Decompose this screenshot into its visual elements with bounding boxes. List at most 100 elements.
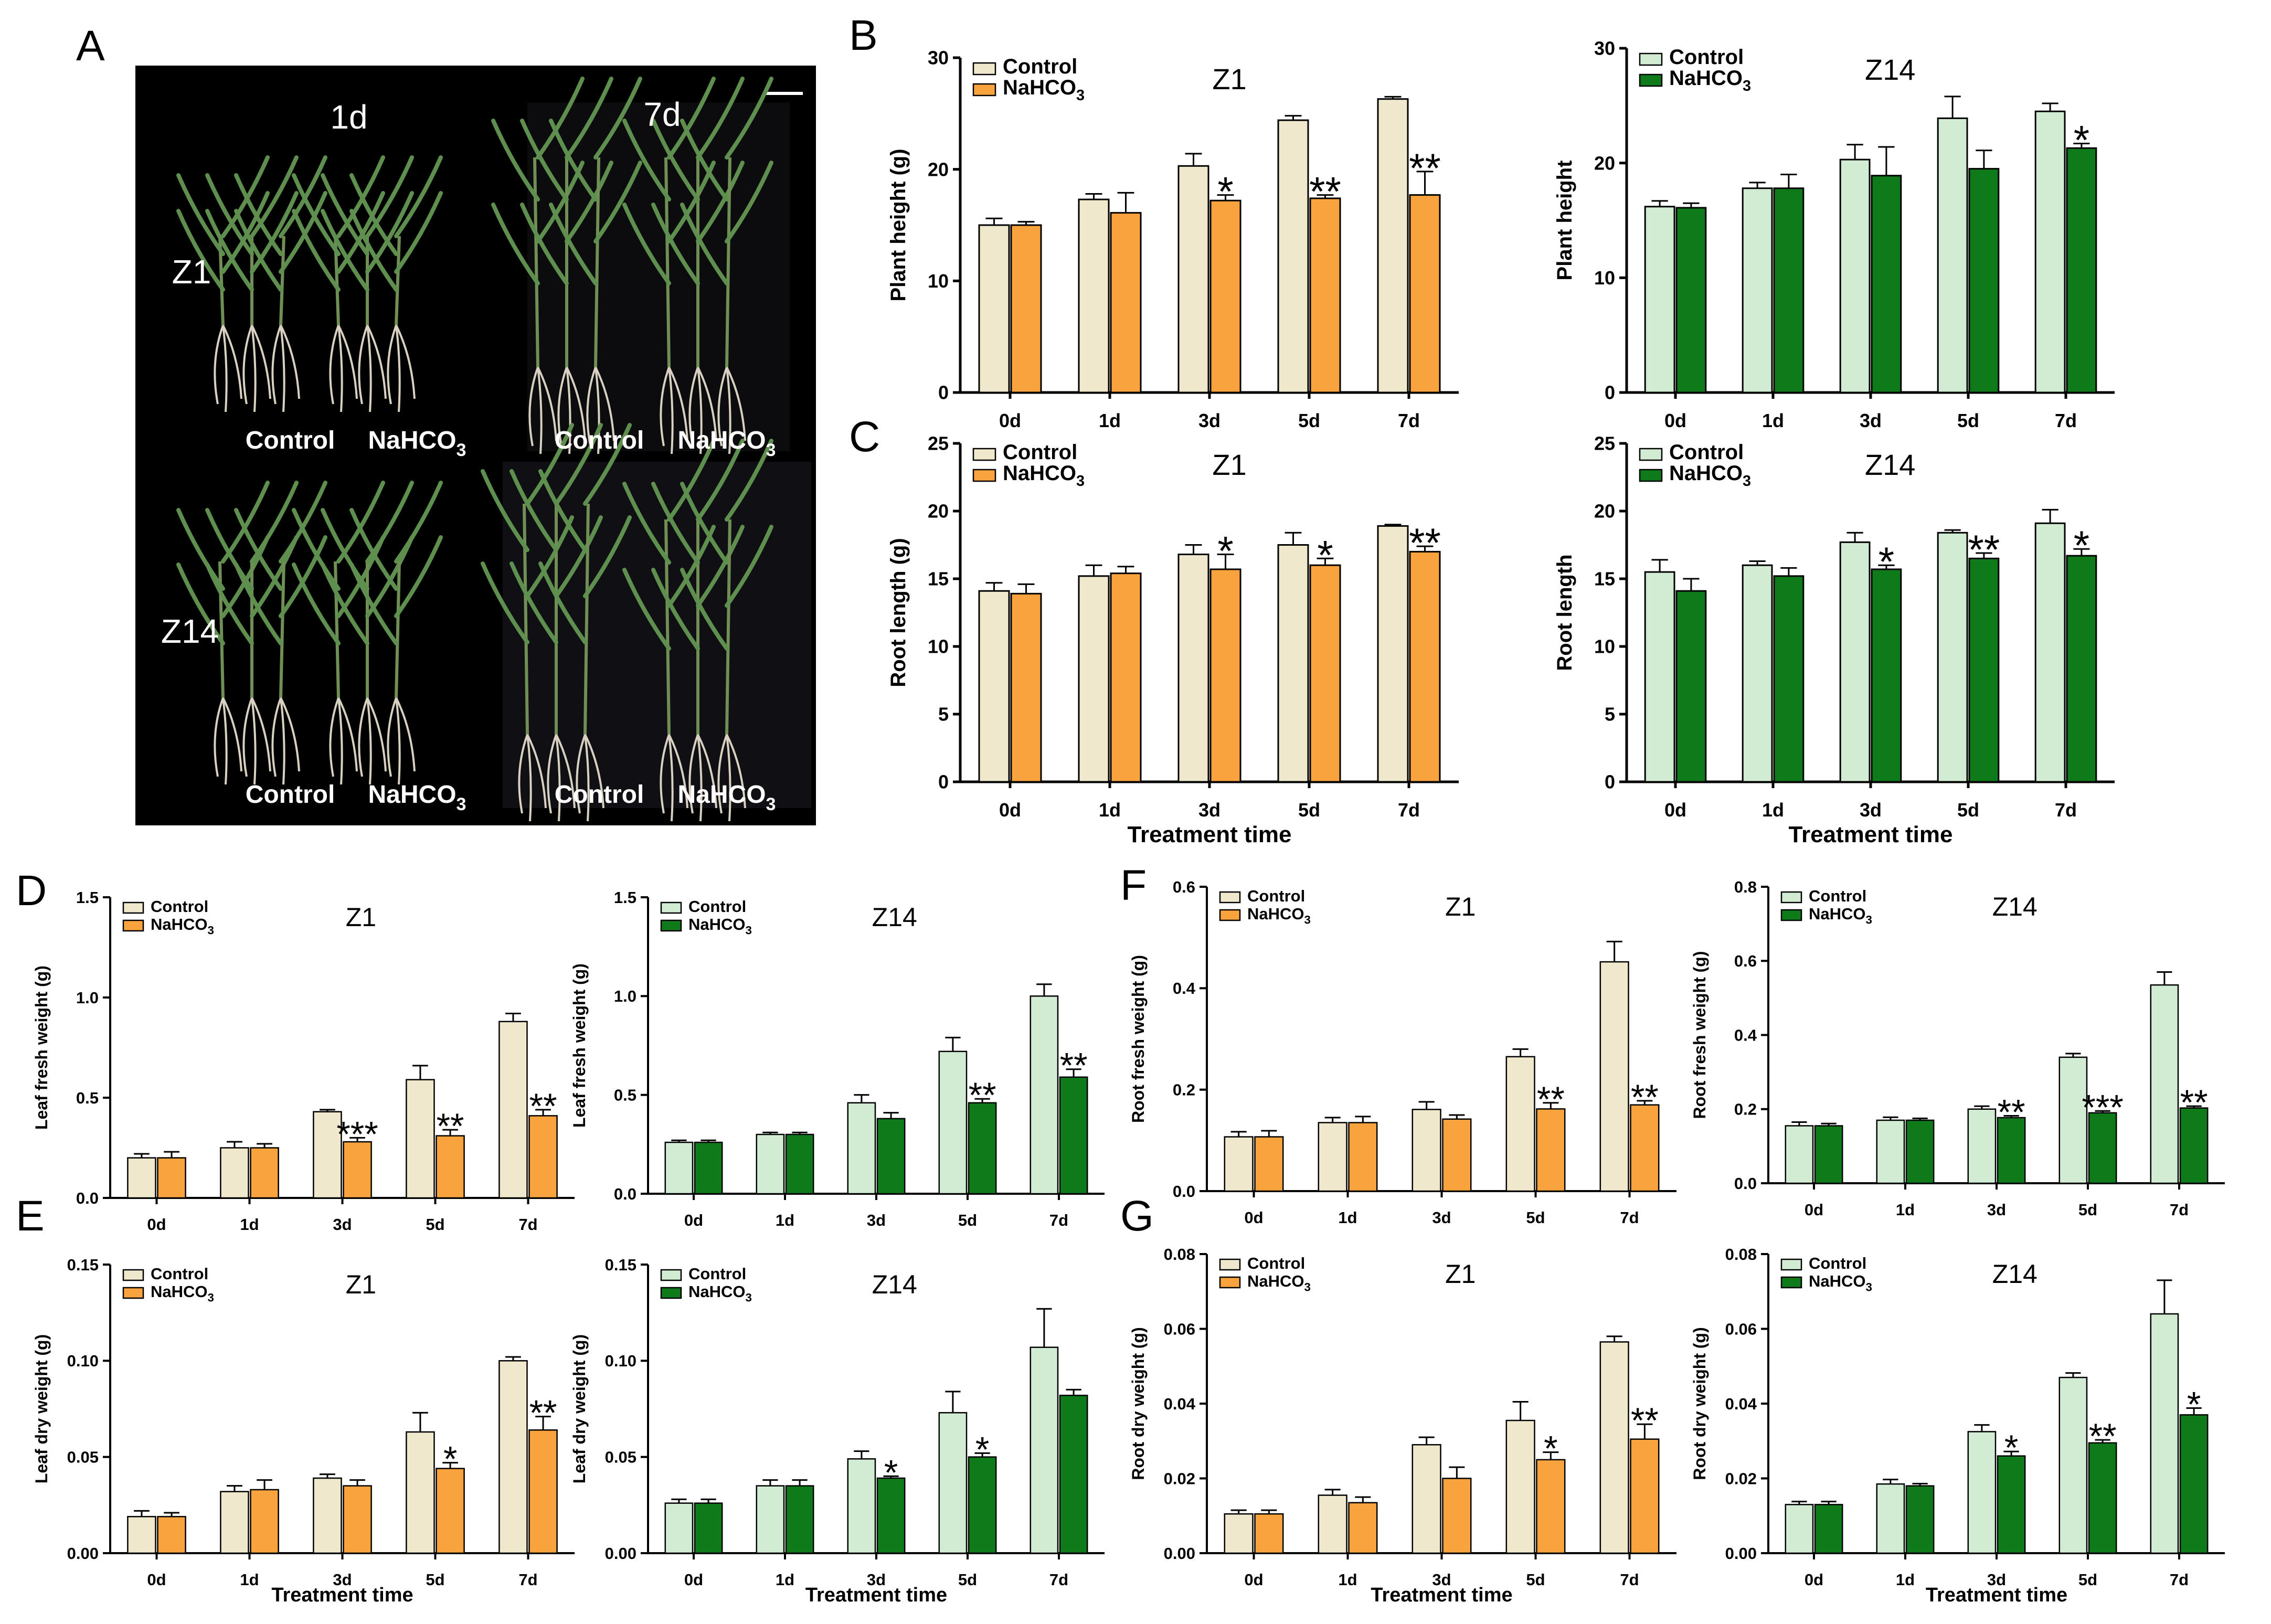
bar-control-5d — [406, 1431, 435, 1554]
bar-nahco3-0d — [1010, 592, 1042, 783]
y-tick-label: 30 — [1594, 38, 1615, 59]
y-tick-label: 10 — [928, 270, 949, 292]
legend-nahco3-text: NaHCO — [1247, 1272, 1304, 1290]
x-tick-label: 3d — [1987, 1201, 2006, 1219]
y-tick-label: 10 — [1594, 267, 1615, 289]
y-tick-label: 15 — [1594, 568, 1615, 590]
bar-nahco3-7d — [1630, 1438, 1660, 1554]
bar-nahco3-0d — [694, 1502, 723, 1554]
legend-nahco3-sub: 3 — [746, 1291, 752, 1304]
legend-swatch-nahco3 — [660, 1287, 682, 1299]
legend-label-control: Control — [1669, 46, 1744, 69]
bar-control-1d — [756, 1133, 785, 1195]
chart-title: Z14 — [1865, 53, 1916, 86]
bar-nahco3-7d — [1059, 1076, 1088, 1195]
y-tick-label: 0.06 — [1164, 1320, 1195, 1338]
x-tick-label: 5d — [1526, 1570, 1545, 1589]
bar-control-1d — [1318, 1494, 1347, 1554]
y-tick-label: 0.06 — [1725, 1320, 1757, 1338]
y-tick-label: 0.15 — [605, 1256, 636, 1274]
bar-control-7d — [2034, 522, 2066, 783]
x-tick-label: 1d — [776, 1570, 794, 1589]
bar-control-0d — [127, 1157, 156, 1199]
bar-control-7d — [2150, 1313, 2179, 1554]
y-tick-label: 1.0 — [614, 987, 636, 1005]
x-tick-label: 0d — [1805, 1570, 1823, 1589]
bar-nahco3-3d — [1209, 199, 1241, 394]
y-tick-label: 20 — [1594, 152, 1615, 174]
legend-nahco3-text: NaHCO — [151, 1282, 208, 1301]
legend-nahco3-text: NaHCO — [1247, 905, 1304, 923]
bar-control-7d — [1599, 1341, 1629, 1554]
bar-control-3d — [313, 1111, 342, 1199]
bar-control-5d — [406, 1079, 435, 1199]
y-tick-label: 0.10 — [67, 1352, 99, 1370]
photo-label-1d: 1d — [330, 98, 367, 136]
x-tick-label: 7d — [518, 1215, 537, 1234]
legend-label-nahco3: NaHCO3 — [688, 915, 752, 937]
y-tick-label: 0.6 — [1173, 878, 1195, 896]
significance-mark: * — [1879, 538, 1894, 585]
significance-mark: * — [1217, 168, 1233, 215]
bar-control-7d — [2150, 984, 2179, 1184]
x-tick-label: 0d — [147, 1570, 166, 1589]
photo-label-nahco3-2: NaHCO3 — [678, 427, 776, 460]
legend-swatch-nahco3 — [972, 83, 996, 97]
y-tick-label: 20 — [928, 158, 949, 180]
chart-title: Z14 — [1865, 448, 1916, 481]
bar-control-1d — [1876, 1119, 1905, 1184]
x-tick-label: 5d — [958, 1570, 977, 1589]
chart-title: Z14 — [1992, 892, 2037, 921]
bar-nahco3-5d — [2088, 1112, 2117, 1184]
seedling-3-0-2 — [538, 423, 632, 822]
bar-control-3d — [1177, 554, 1209, 783]
significance-mark: ** — [1968, 526, 2000, 572]
photo-label-nahco3-1: NaHCO3 — [368, 427, 466, 460]
x-tick-label: 0d — [999, 799, 1021, 821]
bar-nahco3-1d — [1905, 1485, 1935, 1554]
legend-label-control: Control — [1669, 441, 1744, 464]
x-tick-label: 0d — [1244, 1570, 1263, 1589]
x-tick-label: 1d — [1338, 1570, 1357, 1589]
y-tick-label: 0.4 — [1734, 1026, 1757, 1044]
bar-control-3d — [1967, 1108, 1997, 1184]
bar-nahco3-7d — [2179, 1414, 2209, 1554]
y-tick-label: 0.04 — [1725, 1395, 1757, 1413]
x-tick-label: 7d — [1620, 1570, 1639, 1589]
seedling-1-1-0 — [622, 77, 716, 454]
bar-nahco3-5d — [1536, 1108, 1566, 1192]
significance-mark: * — [2074, 522, 2089, 568]
x-tick-label: 1d — [1099, 410, 1121, 431]
chart-b-z14: 0 10 20 30 Plant height 0d 1d 3d 5d 7d * Z14 Control… — [1553, 38, 2115, 431]
legend-label-nahco3: NaHCO3 — [1669, 67, 1751, 94]
legend-label-nahco3: NaHCO3 — [1003, 462, 1085, 490]
legend-nahco3-sub: 3 — [1743, 473, 1751, 490]
x-tick-label: 3d — [1860, 799, 1882, 821]
y-axis-label: Root dry weight (g) — [1690, 1327, 1709, 1480]
legend-swatch-control — [660, 1269, 682, 1281]
y-tick-label: 0.2 — [1734, 1100, 1757, 1119]
bar-control-5d — [1277, 119, 1309, 394]
legend-swatch-control — [122, 901, 144, 914]
bar-nahco3-3d — [876, 1477, 906, 1554]
significance-mark: ** — [529, 1393, 557, 1433]
bar-nahco3-1d — [1773, 575, 1805, 783]
seedlings — [176, 77, 773, 822]
bar-control-0d — [978, 590, 1010, 783]
photo-label-7d: 7d — [643, 95, 681, 133]
bar-nahco3-3d — [1442, 1478, 1472, 1554]
y-tick-label: 0 — [938, 382, 949, 404]
significance-mark: ** — [2180, 1082, 2208, 1122]
photo-label-z1: Z1 — [172, 253, 211, 291]
panel-letter-f: F — [1120, 862, 1147, 909]
bar-nahco3-5d — [1968, 168, 2000, 394]
legend-label-nahco3: NaHCO3 — [1003, 76, 1085, 104]
photo-nahco3-text-4: NaHCO — [678, 781, 766, 809]
y-tick-label: 0.05 — [605, 1448, 636, 1467]
x-tick-label: 5d — [2078, 1201, 2097, 1219]
legend-swatch-nahco3 — [122, 1287, 144, 1299]
legend-swatch-nahco3 — [1780, 909, 1802, 921]
y-tick-label: 25 — [928, 433, 949, 454]
bar-nahco3-1d — [250, 1147, 279, 1199]
